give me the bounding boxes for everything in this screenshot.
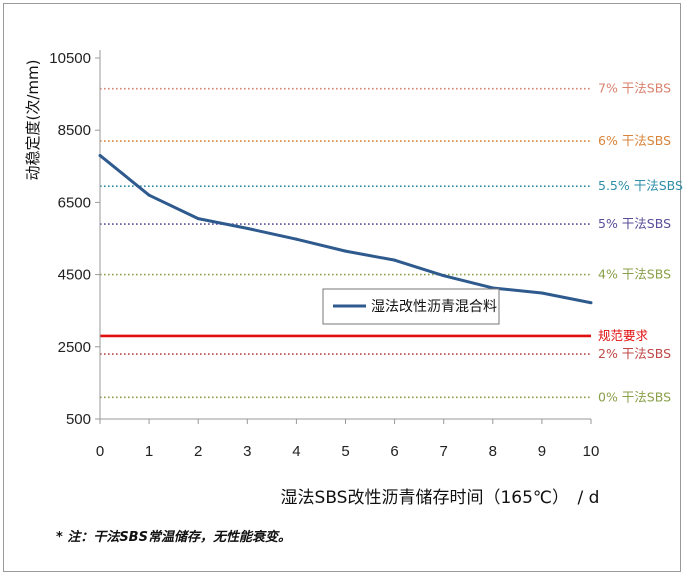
series-layer [98,153,593,305]
y-tick-label: 8500 [58,122,91,139]
x-tick-label: 0 [96,443,104,460]
reference-lines [100,87,591,399]
y-axis-title: 动稳定度(次/mm) [24,60,42,181]
reference-label: 0% 干法SBS [598,389,671,404]
y-tick-label: 4500 [58,267,91,284]
x-tick-label: 8 [489,443,497,460]
data-point [196,217,200,221]
y-tick-label: 10500 [49,50,91,67]
data-point [589,301,593,305]
legend: 湿法改性沥青混合料 [322,288,500,325]
reference-label: 4% 干法SBS [598,267,671,282]
reference-label: 规范要求 [598,328,649,343]
x-tick-label: 6 [390,443,398,460]
reference-label: 5.5% 干法SBS [598,178,683,193]
x-tick-label: 2 [194,443,202,460]
axes [99,50,591,420]
reference-label: 5% 干法SBS [598,216,671,231]
y-tick-label: 2500 [58,339,91,356]
y-tick-label: 6500 [58,194,91,211]
x-tick-label: 5 [341,443,349,460]
series-line [99,154,592,305]
x-tick-labels: 0 1 2 3 4 5 6 7 8 9 10 [96,419,600,460]
x-tick-label: 1 [145,443,153,460]
reference-label: 2% 干法SBS [598,346,671,361]
x-tick-label: 9 [538,443,546,460]
chart-frame [3,3,681,572]
data-point [442,274,446,278]
legend-label: 湿法改性沥青混合料 [371,299,497,315]
data-point [540,291,544,295]
data-point [245,226,249,230]
x-tick-label: 10 [583,443,600,460]
data-point [294,237,298,241]
y-tick-labels: 10500 8500 6500 4500 2500 500 [49,50,100,428]
data-point [393,258,397,262]
footnote: * 注：干法SBS常温储存，无性能衰变。 [56,530,291,545]
reference-label: 6% 干法SBS [598,133,671,148]
data-point [344,249,347,253]
data-point [147,193,151,197]
reference-labels: 7% 干法SBS 6% 干法SBS 5.5% 干法SBS 5% 干法SBS 4% 干法S… [598,81,683,405]
x-axis-title: 湿法SBS改性沥青储存时间（165℃） / d [281,488,600,508]
data-point [98,153,102,157]
x-tick-label: 3 [243,443,251,460]
x-tick-label: 4 [292,443,300,460]
reference-label: 7% 干法SBS [598,81,671,96]
y-tick-label: 500 [66,411,91,428]
x-tick-label: 7 [440,443,448,460]
